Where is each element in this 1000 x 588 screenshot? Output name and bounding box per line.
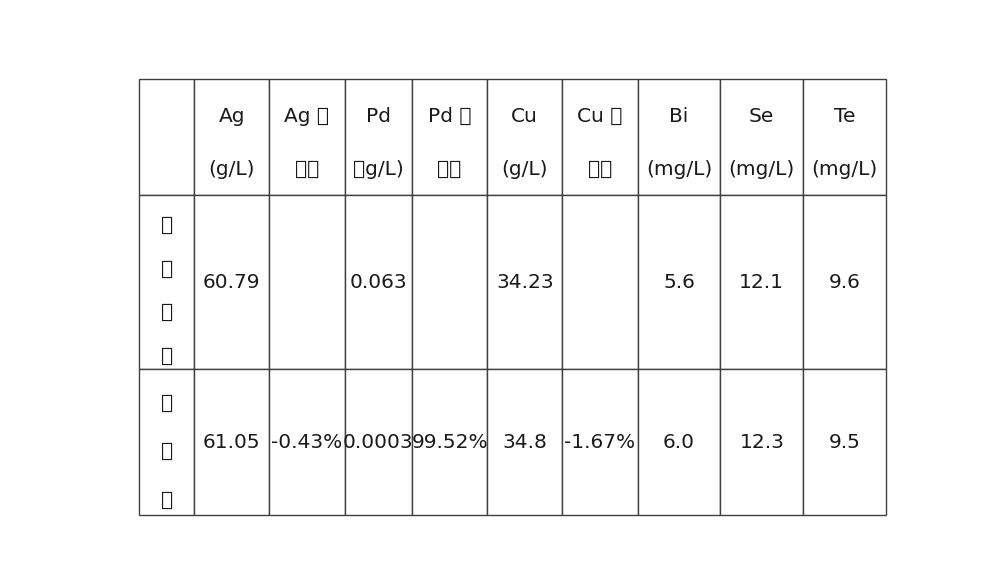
Bar <box>412 79 487 195</box>
Text: 液: 液 <box>161 346 173 365</box>
Text: 34.23: 34.23 <box>496 273 554 292</box>
Bar <box>803 195 886 369</box>
Text: Pd 吸: Pd 吸 <box>428 106 471 125</box>
Bar <box>487 195 562 369</box>
Bar <box>139 195 194 369</box>
Text: Pd: Pd <box>366 106 391 125</box>
Text: 9.5: 9.5 <box>829 433 861 452</box>
Bar <box>638 369 720 515</box>
Text: （g/L): （g/L) <box>353 160 404 179</box>
Bar <box>139 79 194 195</box>
Bar <box>269 195 345 369</box>
Text: 99.52%: 99.52% <box>411 433 488 452</box>
Text: (mg/L): (mg/L) <box>729 160 795 179</box>
Text: (g/L): (g/L) <box>209 160 255 179</box>
Bar <box>269 369 345 515</box>
Text: Ag 吸: Ag 吸 <box>284 106 329 125</box>
Bar <box>345 369 412 515</box>
Bar <box>803 369 886 515</box>
Text: 5.6: 5.6 <box>663 273 695 292</box>
Text: 9.6: 9.6 <box>829 273 861 292</box>
Bar <box>194 369 269 515</box>
Text: 34.8: 34.8 <box>502 433 547 452</box>
Bar <box>720 79 803 195</box>
Text: 解: 解 <box>161 303 173 322</box>
Text: 附: 附 <box>161 442 173 462</box>
Text: 附率: 附率 <box>588 160 612 179</box>
Text: 12.3: 12.3 <box>739 433 784 452</box>
Bar <box>720 369 803 515</box>
Bar <box>487 369 562 515</box>
Text: 0.0003: 0.0003 <box>343 433 414 452</box>
Bar <box>638 195 720 369</box>
Text: -0.43%: -0.43% <box>271 433 343 452</box>
Bar <box>345 79 412 195</box>
Bar <box>194 195 269 369</box>
Bar <box>562 79 638 195</box>
Text: Te: Te <box>834 106 855 125</box>
Text: Bi: Bi <box>669 106 689 125</box>
Text: 附率: 附率 <box>295 160 319 179</box>
Text: 61.05: 61.05 <box>203 433 261 452</box>
Bar <box>562 195 638 369</box>
Bar <box>412 369 487 515</box>
Text: Cu 吸: Cu 吸 <box>577 106 623 125</box>
Text: Se: Se <box>749 106 774 125</box>
Text: 0.063: 0.063 <box>349 273 407 292</box>
Bar <box>487 79 562 195</box>
Bar <box>638 79 720 195</box>
Text: Ag: Ag <box>219 106 245 125</box>
Text: 12.1: 12.1 <box>739 273 784 292</box>
Bar <box>412 195 487 369</box>
Text: -1.67%: -1.67% <box>564 433 636 452</box>
Bar <box>194 79 269 195</box>
Text: 银: 银 <box>161 216 173 235</box>
Text: 剂: 剂 <box>161 491 173 510</box>
Bar <box>720 195 803 369</box>
Text: (g/L): (g/L) <box>502 160 548 179</box>
Text: 6.0: 6.0 <box>663 433 695 452</box>
Text: 电: 电 <box>161 259 173 279</box>
Bar <box>345 195 412 369</box>
Bar <box>139 369 194 515</box>
Text: 60.79: 60.79 <box>203 273 261 292</box>
Text: Cu: Cu <box>511 106 538 125</box>
Text: 吸: 吸 <box>161 393 173 413</box>
Bar <box>803 79 886 195</box>
Text: (mg/L): (mg/L) <box>812 160 878 179</box>
Bar <box>269 79 345 195</box>
Text: 附率: 附率 <box>437 160 462 179</box>
Text: (mg/L): (mg/L) <box>646 160 712 179</box>
Bar <box>562 369 638 515</box>
